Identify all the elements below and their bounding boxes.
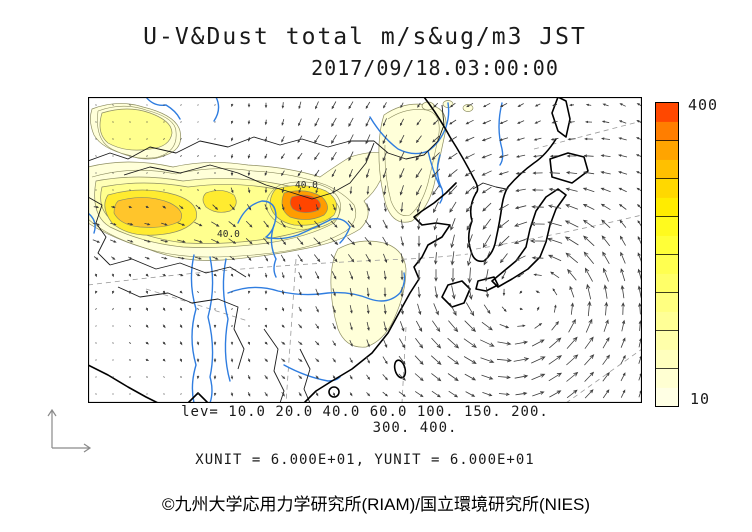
coast-kyushu — [441, 280, 471, 308]
coast-korea — [467, 138, 557, 263]
colorbar-segments — [655, 102, 679, 407]
coast-hokkaido — [549, 152, 589, 184]
colorbar-max-label: 400 — [688, 96, 719, 114]
river-liao — [436, 154, 444, 204]
coast-hainan — [328, 386, 340, 398]
wind-vector-field — [92, 101, 644, 399]
coast-china — [303, 182, 457, 404]
river — [207, 256, 214, 404]
coast-bay-of-bengal — [87, 364, 159, 404]
x-unit-arrow — [52, 443, 92, 453]
contour-outline-rings — [87, 105, 440, 258]
unit-vector-arrows — [47, 408, 92, 453]
latlon-grid-lines — [87, 120, 643, 404]
coast-russia-pacific — [423, 96, 479, 194]
coast-taiwan — [393, 359, 407, 379]
map-plot-area: 40.0 40.0 — [87, 96, 644, 404]
contour-levels-legend-line2: 300. 400. — [372, 420, 458, 436]
river-ussuri — [498, 102, 504, 166]
y-unit-arrow — [47, 408, 57, 448]
contour-labels: 40.0 40.0 — [217, 180, 318, 240]
colorbar-canvas — [655, 102, 679, 407]
river — [270, 224, 277, 278]
coast-sakhalin — [551, 96, 571, 138]
plot-frame — [87, 96, 643, 404]
coast-indochina — [187, 392, 209, 404]
river-pearl — [283, 364, 341, 382]
coast-shikoku — [475, 276, 499, 292]
chart-title: U-V&Dust total m/s&ug/m3 JST — [143, 24, 587, 50]
colorbar-outline — [655, 102, 679, 407]
chart-timestamp: 2017/09/18.03:00:00 — [311, 56, 559, 80]
vector-units-label: XUNIT = 6.000E+01, YUNIT = 6.000E+01 — [195, 452, 535, 468]
river — [213, 96, 220, 122]
river — [222, 258, 231, 382]
map-canvas: 40.0 40.0 — [87, 96, 644, 404]
copyright-text: ©九州大学応用力学研究所(RIAM)/国立環境研究所(NIES) — [161, 495, 591, 514]
contour-label: 40.0 — [217, 229, 240, 240]
colorbar-min-label: 10 — [690, 390, 711, 408]
river-yangtze — [227, 272, 406, 302]
river — [87, 212, 96, 234]
contour-label: 40.0 — [295, 180, 318, 191]
river — [190, 254, 197, 404]
dust-contour-fills — [87, 100, 474, 348]
contour-levels-legend-line1: lev= 10.0 20.0 40.0 60.0 100. 150. 200. — [181, 404, 549, 420]
coast-honshu — [491, 188, 567, 288]
colorbar: 400 10 — [650, 96, 750, 410]
river — [427, 150, 441, 188]
river — [145, 96, 181, 120]
